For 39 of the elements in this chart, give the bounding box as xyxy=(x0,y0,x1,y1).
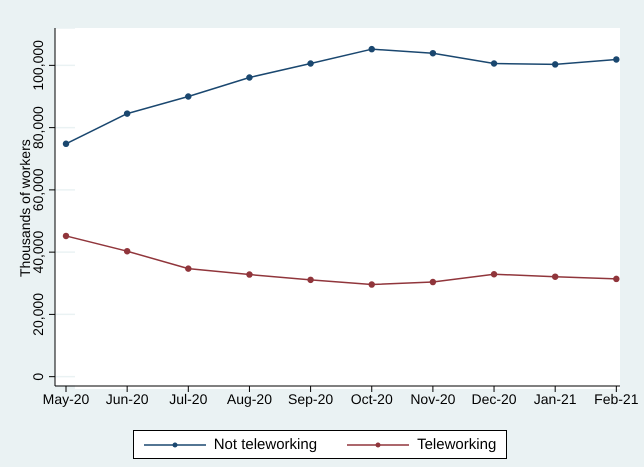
y-tick-label: 60,000 xyxy=(30,168,46,212)
point xyxy=(368,281,375,288)
point xyxy=(490,270,498,278)
point xyxy=(246,74,253,81)
point xyxy=(124,248,130,254)
y-tick-label: 40,000 xyxy=(30,230,46,274)
point xyxy=(430,278,436,286)
point xyxy=(613,56,620,63)
x-tick-label: Sep-20 xyxy=(288,390,334,407)
point xyxy=(307,276,314,284)
point xyxy=(62,232,70,240)
x-tick-label: Oct-20 xyxy=(350,390,393,407)
y-axis-title: Thousands of workers xyxy=(16,139,33,277)
x-tick-label: Jan-21 xyxy=(534,390,577,407)
x-tick-label: Dec-20 xyxy=(471,390,517,407)
legend-label: Not teleworking xyxy=(214,436,318,453)
point xyxy=(552,273,558,280)
point xyxy=(430,50,436,56)
point xyxy=(552,61,558,68)
x-tick-label: Jul-20 xyxy=(169,390,208,407)
x-tick-label: Aug-20 xyxy=(226,390,272,407)
x-tick-label: Jun-20 xyxy=(106,390,149,407)
point xyxy=(307,60,314,67)
y-tick-label: 80,000 xyxy=(30,106,46,150)
x-tick-label: Nov-20 xyxy=(410,390,456,407)
point xyxy=(185,93,192,100)
y-tick-label: 0 xyxy=(30,372,46,381)
point xyxy=(124,110,130,117)
point xyxy=(490,60,498,67)
y-tick-label: 20,000 xyxy=(30,292,46,336)
point xyxy=(368,46,375,52)
y-tick-label: 100,000 xyxy=(30,40,46,91)
legend-label: Teleworking xyxy=(417,436,496,453)
x-tick-label: May-20 xyxy=(42,390,90,407)
point xyxy=(613,276,620,282)
point xyxy=(246,271,253,278)
point xyxy=(185,265,192,272)
point xyxy=(62,140,70,148)
x-tick-label: Feb-21 xyxy=(594,390,639,407)
